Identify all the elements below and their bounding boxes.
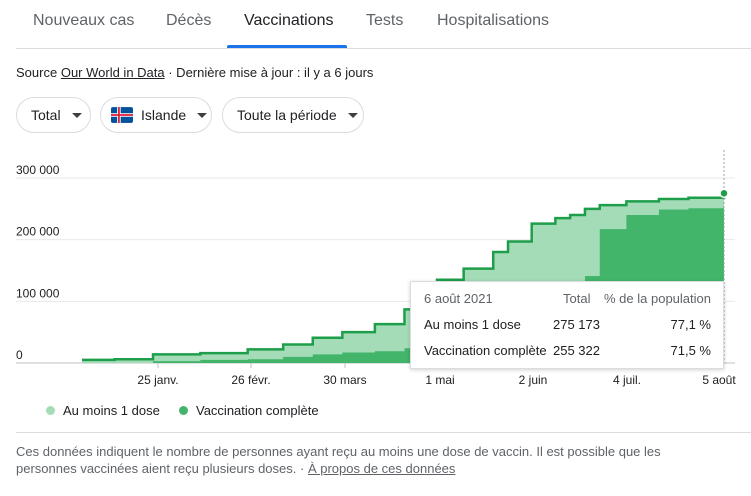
legend-swatch <box>46 406 55 415</box>
tooltip-col-total: Total <box>563 291 591 306</box>
location-dropdown[interactable]: Islande <box>100 97 212 133</box>
x-tick-label: 4 juil. <box>613 373 641 387</box>
tab-deces[interactable]: Décès <box>166 12 212 29</box>
tab-nouveaux-cas[interactable]: Nouveaux cas <box>33 12 135 29</box>
line-one-dose <box>82 193 726 362</box>
tooltip-row-label: Au moins 1 dose <box>424 317 521 332</box>
source-prefix: Source <box>16 65 58 80</box>
tab-tests[interactable]: Tests <box>366 12 404 29</box>
metric-dropdown[interactable]: Total <box>16 97 91 133</box>
source-line: Source Our World in Data · Dernière mise… <box>16 65 373 80</box>
period-dropdown-label: Toute la période <box>237 107 337 123</box>
y-tick-label: 300 000 <box>16 163 60 177</box>
chevron-down-icon <box>71 112 82 118</box>
chevron-down-icon <box>347 112 358 118</box>
tab-vaccinations[interactable]: Vaccinations <box>244 12 334 29</box>
legend-label: Au moins 1 dose <box>63 403 160 418</box>
x-tick-label: 2 juin <box>519 373 548 387</box>
tooltip-row-total: 275 173 <box>553 317 600 332</box>
data-note-text: Ces données indiquent le nombre de perso… <box>16 444 661 476</box>
tab-hospitalisations[interactable]: Hospitalisations <box>437 12 550 29</box>
legend-label: Vaccination complète <box>196 403 319 418</box>
iceland-flag-icon <box>111 107 133 123</box>
location-dropdown-label: Islande <box>141 107 187 123</box>
source-link[interactable]: Our World in Data <box>60 65 165 80</box>
tooltip-col-pct: % de la population <box>604 291 711 306</box>
y-tick-label: 0 <box>16 348 23 362</box>
period-dropdown[interactable]: Toute la période <box>222 97 364 133</box>
y-tick-label: 200 000 <box>16 225 60 239</box>
legend-item-full[interactable]: Vaccination complète <box>179 403 319 418</box>
hover-point <box>719 188 729 199</box>
tooltip-row-pct: 71,5 % <box>670 343 711 358</box>
x-tick-label: 1 mai <box>425 373 454 387</box>
legend-swatch <box>179 406 188 415</box>
legend-item-one-dose[interactable]: Au moins 1 dose <box>46 403 160 418</box>
active-tab-indicator <box>227 45 347 48</box>
footer-divider <box>16 432 751 433</box>
x-tick-label: 25 janv. <box>137 373 178 387</box>
tab-bar: Nouveaux cas Décès Vaccinations Tests Ho… <box>0 0 751 48</box>
tooltip-row-pct: 77,1 % <box>670 317 711 332</box>
y-tick-label: 100 000 <box>16 286 60 300</box>
x-tick-label: 30 mars <box>323 373 366 387</box>
data-note: Ces données indiquent le nombre de perso… <box>16 443 716 477</box>
about-data-link[interactable]: À propos de ces données <box>307 461 456 476</box>
x-tick-label: 5 août <box>702 373 736 387</box>
x-tick-label: 26 févr. <box>231 373 270 387</box>
last-updated: · Dernière mise à jour : il y a 6 jours <box>164 65 374 80</box>
separator: · <box>300 461 308 476</box>
tooltip-date: 6 août 2021 <box>424 291 493 306</box>
tooltip-row-label: Vaccination complète <box>424 343 547 358</box>
chart-tooltip: 6 août 2021 Total % de la population Au … <box>410 281 724 369</box>
tooltip-row-total: 255 322 <box>553 343 600 358</box>
tabs-divider <box>16 48 751 49</box>
chevron-down-icon <box>197 112 208 118</box>
metric-dropdown-label: Total <box>31 107 61 123</box>
